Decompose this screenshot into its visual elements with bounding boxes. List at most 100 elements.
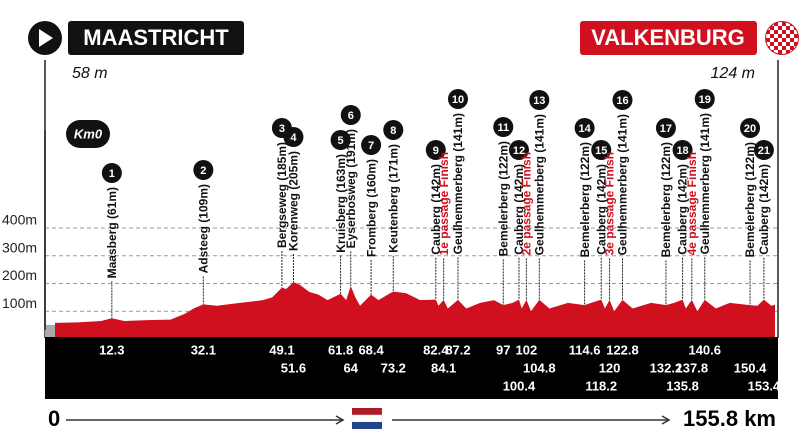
km-label: 87.2 bbox=[445, 342, 470, 357]
climb-name: Cauberg (142m) bbox=[594, 164, 608, 255]
climb-number: 1 bbox=[109, 168, 115, 180]
km-label: 97 bbox=[496, 342, 510, 357]
check bbox=[782, 34, 786, 38]
climb-number: 16 bbox=[616, 95, 628, 107]
climb-badge bbox=[612, 90, 633, 110]
climb-badge bbox=[193, 160, 214, 180]
km-label: 61.8 bbox=[328, 342, 353, 357]
check bbox=[766, 42, 770, 46]
check bbox=[766, 34, 770, 38]
check bbox=[770, 30, 774, 34]
arrow-head bbox=[661, 415, 671, 425]
km0-badge bbox=[66, 120, 110, 148]
check bbox=[790, 34, 794, 38]
climb-number: 18 bbox=[676, 145, 688, 157]
climb-number: 13 bbox=[533, 95, 545, 107]
climb-badge bbox=[425, 140, 446, 160]
climb-name: Eyserbosweg (191m) bbox=[344, 129, 358, 248]
check bbox=[786, 38, 790, 42]
start-box bbox=[68, 21, 244, 55]
km-label: 49.1 bbox=[269, 342, 294, 357]
climb-name: Geulhemmerberg (141m) bbox=[451, 113, 465, 254]
climb-badge bbox=[574, 118, 595, 138]
climb-number: 14 bbox=[578, 123, 591, 135]
flag-nl bbox=[351, 408, 383, 429]
finish-name: VALKENBURG bbox=[591, 25, 745, 50]
climb-number: 4 bbox=[290, 132, 297, 144]
climb-number: 21 bbox=[758, 145, 770, 157]
y-tick-label: 300m bbox=[2, 239, 37, 255]
passage-label: 4e passage Finish bbox=[685, 152, 699, 255]
climb-badge bbox=[591, 140, 612, 160]
climb-name: Maasberg (61m) bbox=[105, 187, 119, 278]
climb-name: Bemelerberg (122m) bbox=[578, 142, 592, 257]
check bbox=[786, 22, 790, 26]
climb-number: 15 bbox=[595, 145, 607, 157]
climb-badge bbox=[493, 117, 514, 137]
km-label: 100.4 bbox=[503, 378, 536, 393]
climb-number: 6 bbox=[348, 110, 354, 122]
distance-start: 0 bbox=[48, 406, 60, 431]
check bbox=[786, 46, 790, 50]
start-elevation: 58 m bbox=[72, 65, 108, 82]
climb-name: Cauberg (142m) bbox=[512, 164, 526, 255]
climb-name: Bemelerberg (122m) bbox=[743, 142, 757, 257]
passage-label: 1e passage Finish bbox=[437, 152, 451, 255]
y-tick-label: 400m bbox=[2, 212, 37, 228]
climb-name: Bergseweg (185m) bbox=[275, 142, 289, 248]
y-tick-label: 100m bbox=[2, 295, 37, 311]
start-name: MAASTRICHT bbox=[83, 25, 229, 50]
km-label: 120 bbox=[599, 360, 621, 375]
check bbox=[778, 46, 782, 50]
km-label: 135.8 bbox=[666, 378, 699, 393]
climb-name: Bemelerberg (122m) bbox=[659, 142, 673, 257]
finish-elevation: 124 m bbox=[711, 65, 755, 82]
km-label: 153.4 bbox=[748, 378, 781, 393]
check bbox=[786, 30, 790, 34]
check bbox=[770, 46, 774, 50]
climb-number: 11 bbox=[497, 122, 509, 134]
climb-number: 20 bbox=[744, 123, 756, 135]
climb-badge bbox=[508, 140, 529, 160]
km-label: 68.4 bbox=[358, 342, 384, 357]
climb-name: Cauberg (142m) bbox=[757, 164, 771, 255]
check bbox=[770, 38, 774, 42]
km-label: 32.1 bbox=[191, 342, 216, 357]
climb-name: Keutenberg (171m) bbox=[386, 144, 400, 253]
check bbox=[794, 38, 798, 42]
climb-name: Geulhemmerberg (141m) bbox=[532, 114, 546, 255]
climb-number: 12 bbox=[513, 145, 525, 157]
check bbox=[766, 50, 770, 54]
check bbox=[778, 30, 782, 34]
climb-name: Kruisberg (163m) bbox=[334, 154, 348, 253]
climb-name: Bemelerberg (122m) bbox=[496, 141, 510, 256]
climb-badge bbox=[330, 130, 351, 150]
climb-badge bbox=[694, 89, 715, 109]
km-label: 132.2 bbox=[650, 360, 683, 375]
km-band bbox=[45, 337, 778, 399]
distance-end: 155.8 km bbox=[683, 406, 776, 431]
climb-number: 3 bbox=[279, 123, 285, 135]
km-label: 84.1 bbox=[431, 360, 456, 375]
km-label: 12.3 bbox=[99, 342, 124, 357]
climb-name: Korenweg (205m) bbox=[287, 151, 301, 251]
climb-badge bbox=[753, 140, 774, 160]
climb-name: Geulhemmerberg (141m) bbox=[616, 114, 630, 255]
km-label: 104.8 bbox=[523, 360, 556, 375]
climb-badge bbox=[672, 140, 693, 160]
climb-number: 10 bbox=[452, 94, 464, 106]
climb-number: 2 bbox=[200, 165, 206, 177]
check bbox=[778, 22, 782, 26]
climb-number: 8 bbox=[390, 125, 396, 137]
climb-badge bbox=[529, 90, 550, 110]
climb-number: 5 bbox=[338, 135, 344, 147]
km-label: 73.2 bbox=[381, 360, 406, 375]
check bbox=[774, 50, 778, 54]
check bbox=[782, 42, 786, 46]
check bbox=[790, 26, 794, 30]
climb-badge bbox=[283, 127, 304, 147]
check bbox=[794, 30, 798, 34]
check bbox=[782, 26, 786, 30]
finish-box bbox=[580, 21, 757, 55]
km-label: 64 bbox=[344, 360, 359, 375]
